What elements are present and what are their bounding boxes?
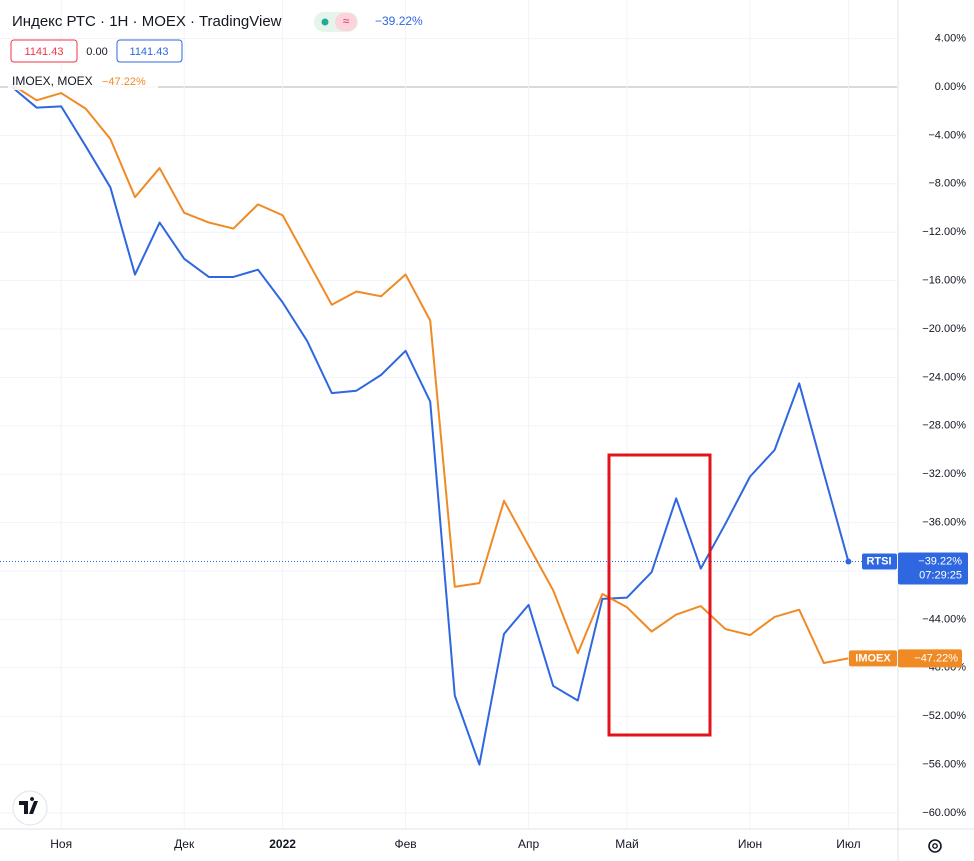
settings-icon[interactable] <box>928 839 942 853</box>
x-tick-label: Дек <box>174 837 195 851</box>
status-pill <box>335 13 357 31</box>
y-tick-label: −12.00% <box>922 226 966 238</box>
y-tick-label: −8.00% <box>928 178 966 190</box>
price-box <box>116 39 183 63</box>
x-tick-label: Фев <box>395 837 417 851</box>
x-tick-label: Апр <box>518 837 540 851</box>
price-box <box>10 39 78 63</box>
y-tick-label: 4.00% <box>935 33 966 45</box>
x-tick-label: 2022 <box>269 837 296 851</box>
legend-bg <box>8 74 158 90</box>
price-label-time: 07:29:25 <box>919 569 962 581</box>
legend-label: IMOEX, MOEX <box>12 74 93 88</box>
y-tick-label: 0.00% <box>935 81 966 93</box>
y-tick-label: −4.00% <box>928 129 966 141</box>
x-tick-label: Июл <box>836 837 860 851</box>
y-tick-label: −16.00% <box>922 275 966 287</box>
price-label <box>898 649 962 668</box>
y-tick-label: −60.00% <box>922 807 966 819</box>
price-label-text: −39.22% <box>918 555 962 567</box>
series-tag <box>849 650 897 667</box>
series-tag-label: RTSI <box>866 555 891 567</box>
price-label-text: −47.22% <box>914 652 958 664</box>
y-tick-label: −52.00% <box>922 710 966 722</box>
series-tag <box>862 553 897 570</box>
logo <box>12 790 48 826</box>
y-tick-label: −24.00% <box>922 371 966 383</box>
legend-change: −47.22% <box>102 76 146 88</box>
series-tag-label: IMOEX <box>855 652 891 664</box>
chart-title: Индекс РТС · 1H · MOEX · TradingView <box>12 13 282 30</box>
price: 0.00 <box>86 46 107 58</box>
y-tick-label: −44.00% <box>922 613 966 625</box>
y-tick-label: −56.00% <box>922 759 966 771</box>
y-tick-label: −32.00% <box>922 468 966 480</box>
highlight-box <box>607 453 712 737</box>
price: 1141.43 <box>130 46 169 58</box>
price: 1141.43 <box>25 46 64 58</box>
y-tick-label: −28.00% <box>922 420 966 432</box>
status-dot <box>321 18 329 26</box>
x-tick-label: Ноя <box>50 837 72 851</box>
price-label <box>898 552 968 585</box>
x-tick-label: Июн <box>738 837 762 851</box>
header-change: −39.22% <box>375 14 423 28</box>
status-icon: ≈ <box>343 14 350 28</box>
y-tick-label: −36.00% <box>922 517 966 529</box>
y-tick-label: −20.00% <box>922 323 966 335</box>
x-tick-label: Май <box>615 837 639 851</box>
last-point <box>845 558 852 565</box>
